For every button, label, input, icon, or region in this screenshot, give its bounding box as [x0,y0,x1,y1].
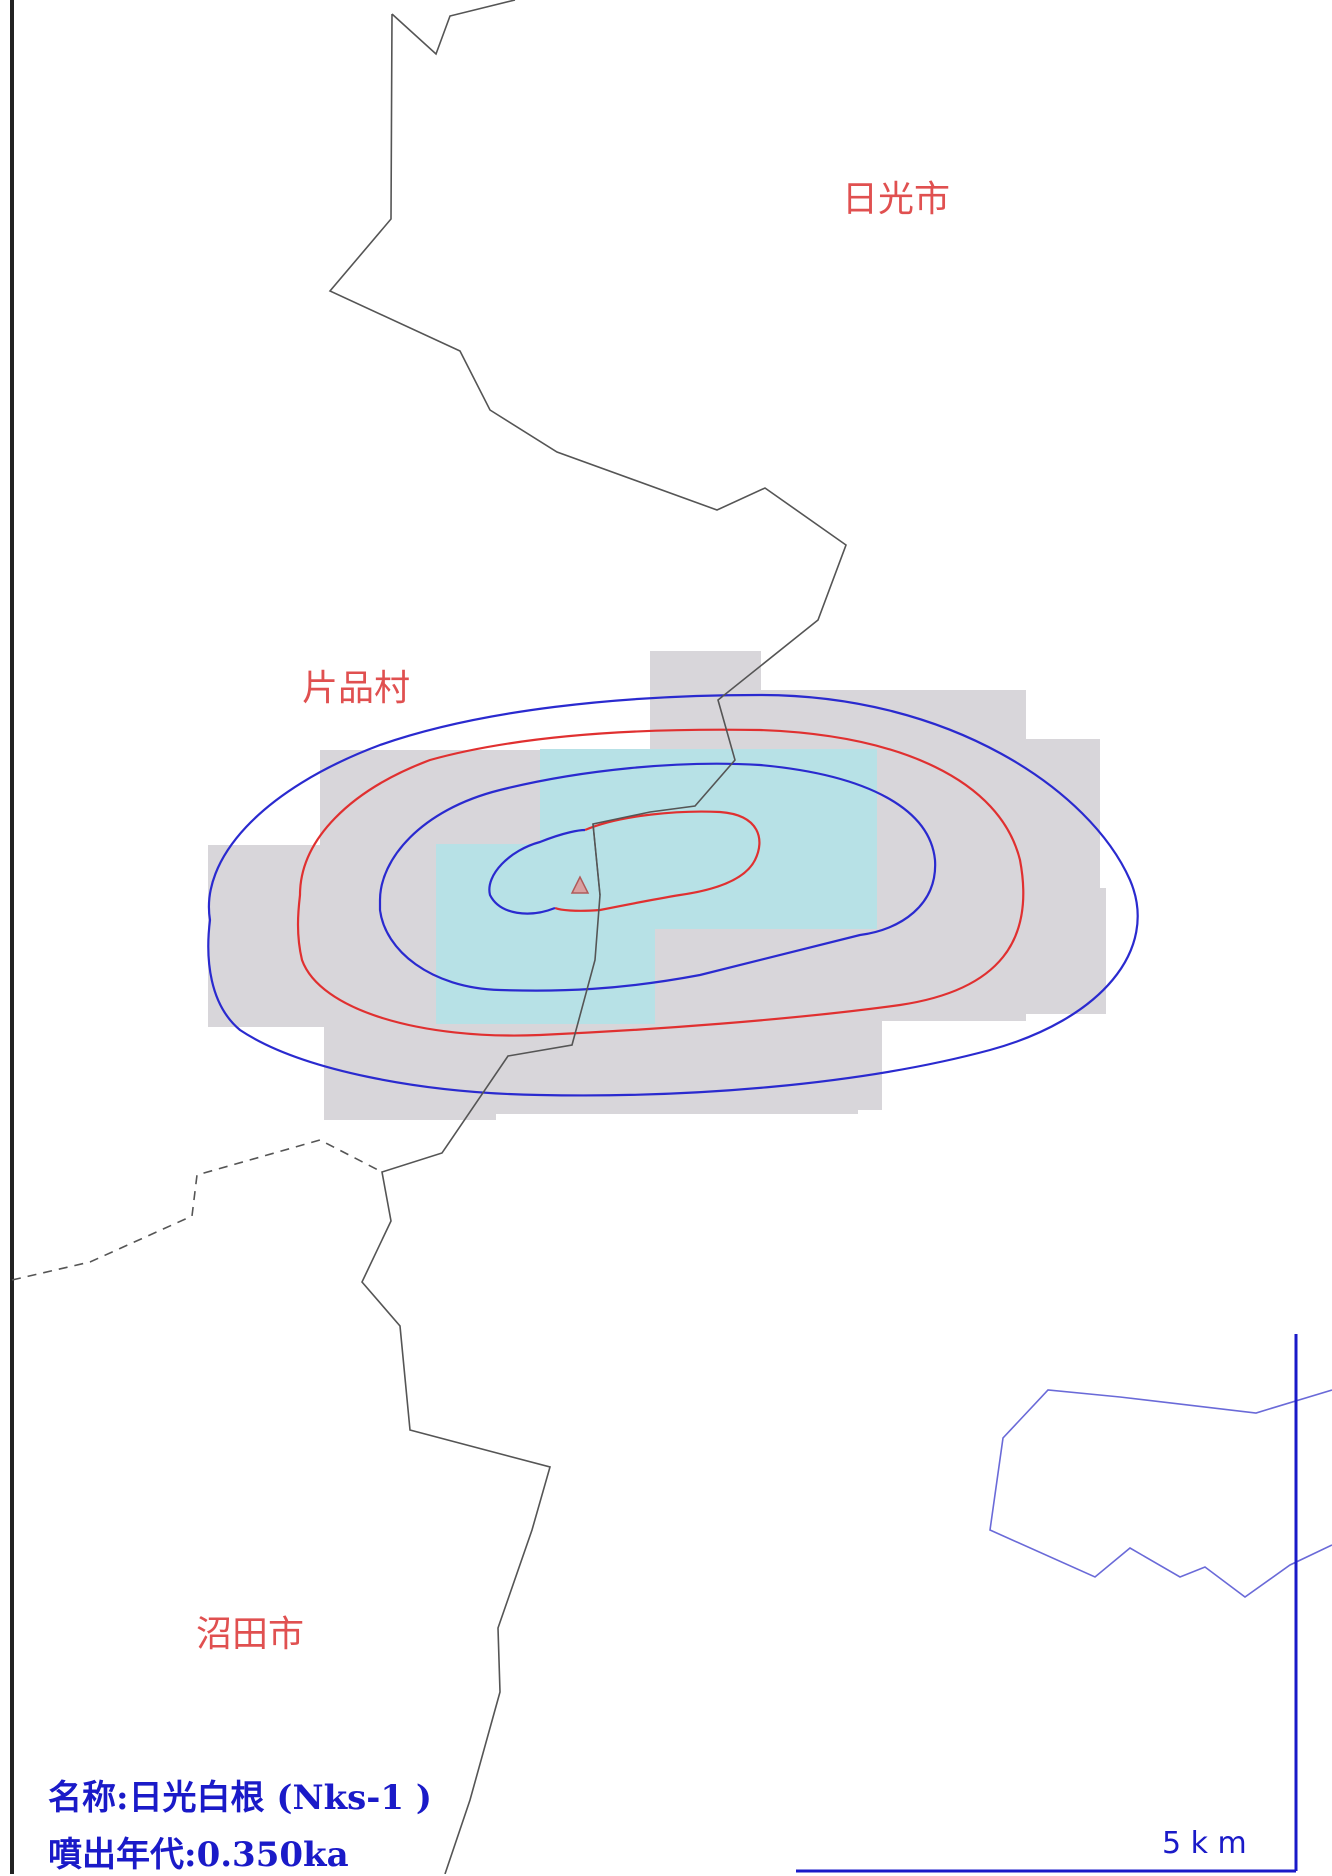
ridge-line [592,823,601,896]
contour-blue-3 [378,762,937,992]
place-label-nikko: 日光市 [842,179,950,220]
name-code: (Nks-1 ) [276,1778,432,1818]
name-separator: : [116,1778,129,1818]
scale-label: 5 k m [1162,1826,1247,1861]
place-label-katashina: 片品村 [302,668,410,709]
name-label: 名称 [48,1778,116,1818]
prefecture-boundary-dashed [11,1139,383,1281]
contour-red-2 [296,728,1025,1037]
age-label: 噴出年代 [48,1835,184,1875]
age-separator: : [184,1835,197,1875]
vent-triangle-icon [570,875,590,894]
volcano-name-line: 名称:日光白根 (Nks-1 ) [48,1770,432,1819]
eruption-age-line: 噴出年代:0.350ka [48,1827,349,1876]
contour-outer-blue [207,693,1139,1097]
name-value: 日光白根 [128,1778,265,1818]
contour-blue-inner [488,828,586,915]
cyan-hazard-zone [436,749,877,1024]
place-label-numata: 沼田市 [196,1614,304,1655]
lake-outline [989,1389,1332,1598]
age-value: 0.350ka [196,1835,349,1875]
contour-red-inner [554,810,761,912]
